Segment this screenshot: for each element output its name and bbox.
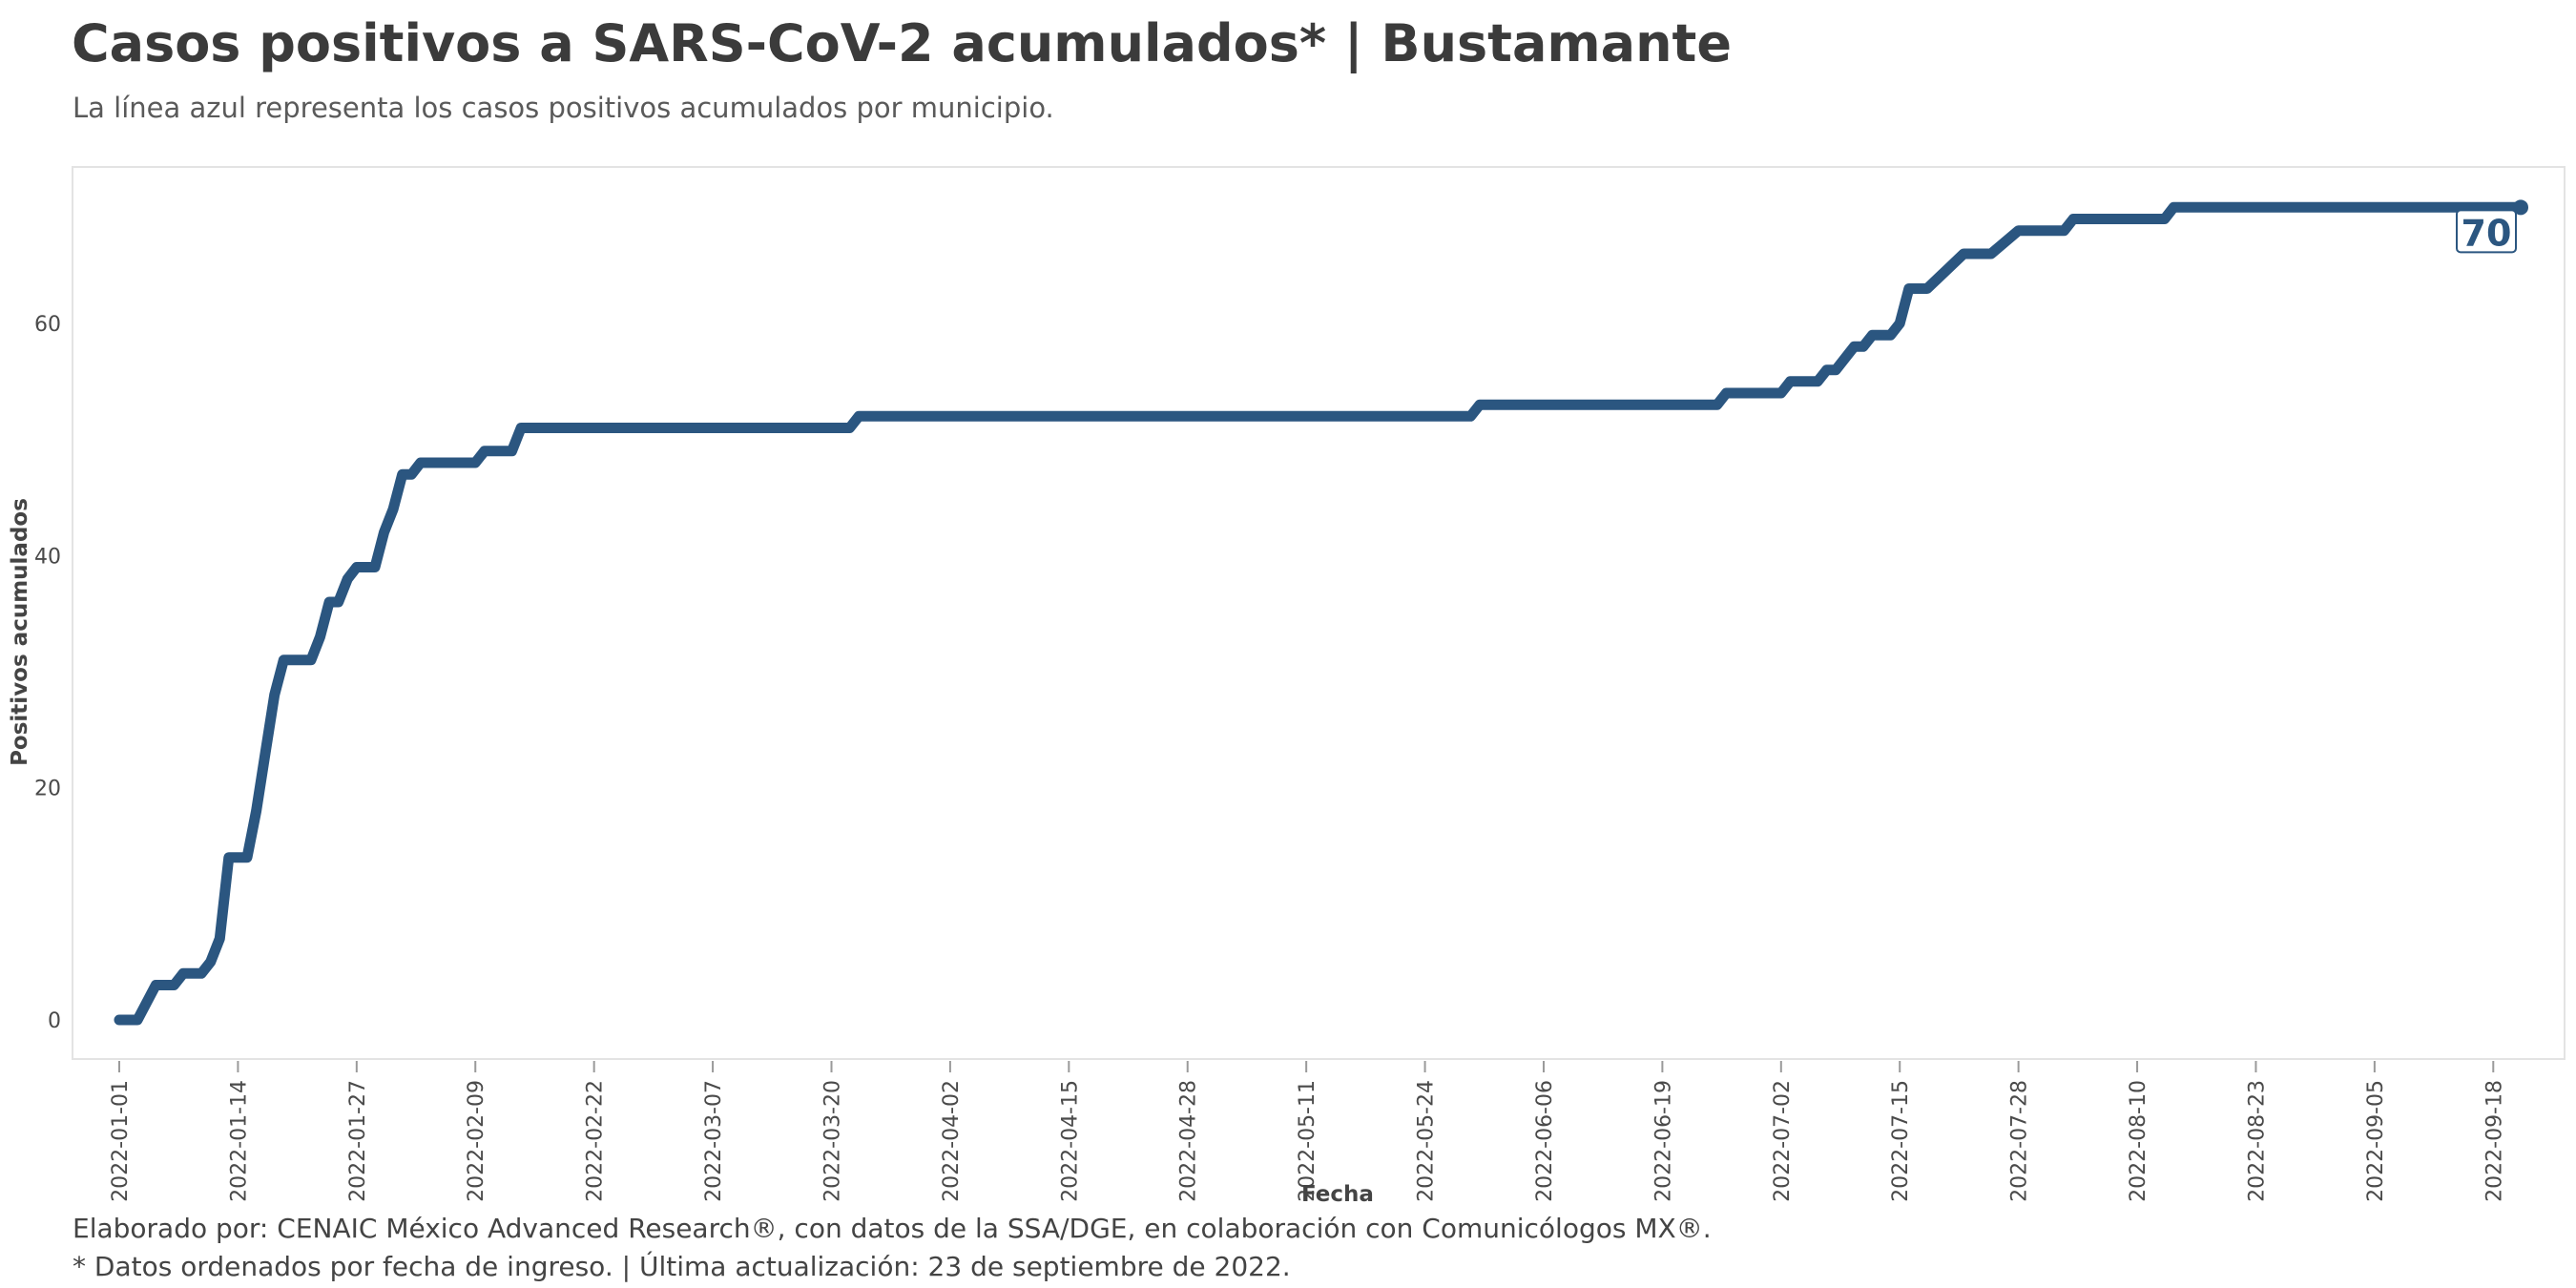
- x-tick-label: 2022-04-28: [1177, 1080, 1201, 1202]
- x-tick-label: 2022-03-20: [821, 1080, 844, 1202]
- x-tick-label: 2022-06-19: [1652, 1080, 1675, 1202]
- end-label: 70: [2456, 209, 2517, 254]
- x-tick-label: 2022-02-09: [465, 1080, 488, 1202]
- x-axis: 2022-01-01 2022-01-14 2022-01-27 2022-02-09…: [109, 1061, 2506, 1202]
- x-tick-label: 2022-05-11: [1296, 1080, 1319, 1202]
- x-tick-label: 2022-09-05: [2364, 1080, 2388, 1202]
- x-tick-label: 2022-08-23: [2245, 1080, 2269, 1202]
- x-tick-label: 2022-01-27: [346, 1080, 370, 1202]
- x-tick-label: 2022-09-18: [2483, 1080, 2506, 1202]
- chart-title: Casos positivos a SARS-CoV-2 acumulados*…: [72, 13, 1732, 73]
- x-tick-label: 2022-01-01: [109, 1080, 133, 1202]
- series-line: [114, 201, 2526, 1026]
- plot-panel: [72, 166, 2566, 1060]
- x-tick-label: 2022-04-02: [940, 1080, 964, 1202]
- caption-line-1: Elaborado por: CENAIC México Advanced Re…: [73, 1213, 1712, 1244]
- y-tick-label: 40: [34, 545, 61, 569]
- x-tick-label: 2022-04-15: [1058, 1080, 1082, 1202]
- x-tick-label: 2022-07-28: [2008, 1080, 2032, 1202]
- y-axis-title: Positivos acumulados: [8, 498, 32, 766]
- caption-line-2: * Datos ordenados por fecha de ingreso. …: [73, 1251, 1291, 1282]
- y-tick-label: 0: [48, 1009, 61, 1033]
- x-tick-label: 2022-08-10: [2127, 1080, 2150, 1202]
- end-label-text: 70: [2462, 212, 2512, 254]
- x-tick-label: 2022-01-14: [227, 1080, 251, 1202]
- x-tick-label: 2022-02-22: [584, 1080, 608, 1202]
- end-label-box: [2456, 209, 2517, 254]
- x-tick-label: 2022-06-06: [1533, 1080, 1557, 1202]
- x-tick-label: 2022-05-24: [1415, 1080, 1439, 1202]
- x-tick-label: 2022-07-02: [1771, 1080, 1795, 1202]
- y-axis: 0 20 40 60: [34, 313, 61, 1033]
- x-axis-title: Fecha: [1301, 1182, 1374, 1207]
- x-tick-label: 2022-03-07: [702, 1080, 726, 1202]
- x-tick-label: 2022-07-15: [1889, 1080, 1913, 1202]
- y-tick-label: 20: [34, 778, 61, 801]
- y-tick-label: 60: [34, 313, 61, 337]
- chart-subtitle: La línea azul representa los casos posit…: [73, 92, 1054, 124]
- end-point: [2513, 199, 2528, 216]
- caption: Elaborado por: CENAIC México Advanced Re…: [73, 1210, 1712, 1286]
